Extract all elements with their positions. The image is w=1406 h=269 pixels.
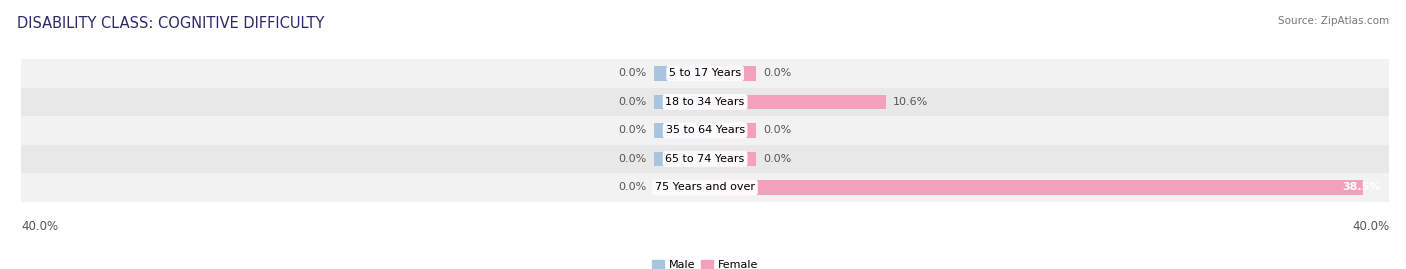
Legend: Male, Female: Male, Female [648,256,762,269]
Bar [21,173,1389,202]
Bar [654,123,706,138]
Text: 40.0%: 40.0% [21,220,58,233]
Bar [654,66,706,81]
Text: 18 to 34 Years: 18 to 34 Years [665,97,745,107]
Text: 0.0%: 0.0% [619,125,647,136]
Text: 0.0%: 0.0% [619,97,647,107]
Text: 40.0%: 40.0% [1353,220,1389,233]
Text: 75 Years and over: 75 Years and over [655,182,755,193]
Text: 0.0%: 0.0% [763,125,792,136]
Text: 5 to 17 Years: 5 to 17 Years [669,68,741,79]
Bar [706,66,756,81]
Bar [654,94,706,109]
Bar [706,180,1364,195]
Bar [21,88,1389,116]
Text: 35 to 64 Years: 35 to 64 Years [665,125,745,136]
Bar [706,151,756,167]
Text: 65 to 74 Years: 65 to 74 Years [665,154,745,164]
Bar [706,123,756,138]
Text: 10.6%: 10.6% [893,97,928,107]
Text: DISABILITY CLASS: COGNITIVE DIFFICULTY: DISABILITY CLASS: COGNITIVE DIFFICULTY [17,16,325,31]
Bar [654,151,706,167]
Text: 0.0%: 0.0% [619,182,647,193]
Bar [21,59,1389,88]
Bar [654,180,706,195]
Text: 0.0%: 0.0% [619,154,647,164]
Bar [21,116,1389,145]
Bar [706,94,886,109]
Text: 38.5%: 38.5% [1343,182,1381,193]
Bar [21,145,1389,173]
Text: 0.0%: 0.0% [619,68,647,79]
Text: Source: ZipAtlas.com: Source: ZipAtlas.com [1278,16,1389,26]
Text: 0.0%: 0.0% [763,68,792,79]
Text: 0.0%: 0.0% [763,154,792,164]
